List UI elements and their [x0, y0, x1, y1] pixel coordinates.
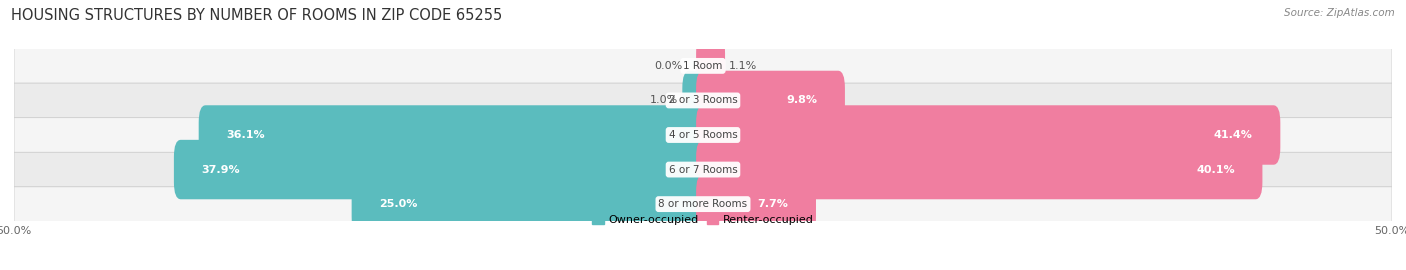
FancyBboxPatch shape: [696, 140, 1263, 199]
Text: 37.9%: 37.9%: [201, 164, 240, 175]
Text: Source: ZipAtlas.com: Source: ZipAtlas.com: [1284, 8, 1395, 18]
Text: 1.0%: 1.0%: [650, 95, 678, 106]
FancyBboxPatch shape: [696, 36, 725, 96]
FancyBboxPatch shape: [14, 83, 1392, 118]
FancyBboxPatch shape: [14, 152, 1392, 187]
Text: 25.0%: 25.0%: [380, 199, 418, 209]
FancyBboxPatch shape: [696, 71, 845, 130]
Text: 2 or 3 Rooms: 2 or 3 Rooms: [669, 95, 737, 106]
FancyBboxPatch shape: [198, 105, 710, 165]
Text: 0.0%: 0.0%: [654, 61, 682, 71]
FancyBboxPatch shape: [352, 174, 710, 234]
Legend: Owner-occupied, Renter-occupied: Owner-occupied, Renter-occupied: [588, 211, 818, 230]
Text: 41.4%: 41.4%: [1213, 130, 1253, 140]
FancyBboxPatch shape: [682, 71, 710, 130]
Text: 1.1%: 1.1%: [730, 61, 758, 71]
FancyBboxPatch shape: [696, 174, 815, 234]
Text: 4 or 5 Rooms: 4 or 5 Rooms: [669, 130, 737, 140]
Text: 9.8%: 9.8%: [786, 95, 817, 106]
Text: HOUSING STRUCTURES BY NUMBER OF ROOMS IN ZIP CODE 65255: HOUSING STRUCTURES BY NUMBER OF ROOMS IN…: [11, 8, 502, 23]
Text: 8 or more Rooms: 8 or more Rooms: [658, 199, 748, 209]
FancyBboxPatch shape: [14, 118, 1392, 152]
FancyBboxPatch shape: [174, 140, 710, 199]
FancyBboxPatch shape: [14, 187, 1392, 221]
FancyBboxPatch shape: [696, 105, 1281, 165]
FancyBboxPatch shape: [14, 49, 1392, 83]
Text: 6 or 7 Rooms: 6 or 7 Rooms: [669, 164, 737, 175]
Text: 1 Room: 1 Room: [683, 61, 723, 71]
Text: 36.1%: 36.1%: [226, 130, 264, 140]
Text: 40.1%: 40.1%: [1197, 164, 1234, 175]
Text: 7.7%: 7.7%: [758, 199, 789, 209]
